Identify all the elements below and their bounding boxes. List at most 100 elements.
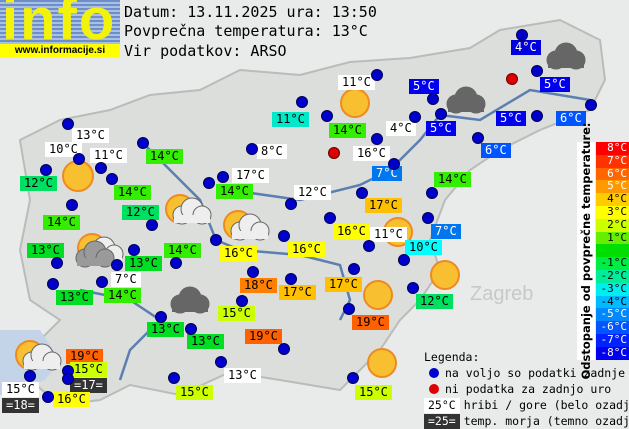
station-dot[interactable] [324,212,336,224]
station-temperature: 14°C [104,288,141,303]
scale-step: 8°C [596,141,629,155]
station-dot-missing[interactable] [328,147,340,159]
scale-step: -6°C [596,320,629,334]
station-dot[interactable] [388,158,400,170]
station-dot[interactable] [96,276,108,288]
station-dot[interactable] [62,118,74,130]
station-dot[interactable] [356,187,368,199]
dark-cloud-icon [446,86,486,114]
station-dot[interactable] [371,133,383,145]
station-temperature: 11°C [370,227,407,242]
station-dot-missing[interactable] [506,73,518,85]
sun-icon [62,160,94,192]
station-temperature: 16°C [288,242,325,257]
cloud-icon [230,213,270,241]
logo-word: info [2,0,117,52]
scale-step: -1°C [596,256,629,270]
station-temperature: 13°C [27,243,64,258]
scale-step: -3°C [596,282,629,296]
station-dot[interactable] [278,230,290,242]
station-dot[interactable] [422,212,434,224]
site-logo[interactable]: info www.informacije.si [0,0,120,58]
scale-step: 1°C [596,231,629,245]
station-dot[interactable] [435,108,447,120]
station-dot[interactable] [128,244,140,256]
station-temperature: 13°C [72,128,109,143]
station-dot[interactable] [343,303,355,315]
dark-cloud-icon [170,286,210,314]
station-dot[interactable] [137,137,149,149]
station-dot[interactable] [51,257,63,269]
cloud-icon [75,240,115,268]
station-dot[interactable] [347,372,359,384]
logo-url[interactable]: www.informacije.si [0,44,120,58]
station-temperature: 5°C [426,121,456,136]
station-dot[interactable] [111,259,123,271]
station-temperature: 13°C [187,334,224,349]
station-temperature: 15°C [355,385,392,400]
station-dot[interactable] [285,273,297,285]
station-temperature: 10°C [45,142,82,157]
station-temperature: 5°C [540,77,570,92]
station-temperature: 14°C [114,185,151,200]
station-dot[interactable] [168,372,180,384]
station-dot[interactable] [62,373,74,385]
scale-step: -8°C [596,346,629,360]
station-dot[interactable] [426,187,438,199]
station-dot[interactable] [24,370,36,382]
station-dot[interactable] [409,111,421,123]
station-dot[interactable] [95,162,107,174]
station-dot[interactable] [296,96,308,108]
station-dot[interactable] [398,254,410,266]
station-dot[interactable] [42,391,54,403]
station-dot[interactable] [210,234,222,246]
station-dot[interactable] [247,266,259,278]
station-temperature: 12°C [20,176,57,191]
station-temperature: 17°C [279,285,316,300]
station-dot[interactable] [203,177,215,189]
scale-step: -4°C [596,295,629,309]
station-dot[interactable] [516,29,528,41]
station-temperature: 12°C [122,205,159,220]
station-dot[interactable] [371,69,383,81]
station-temperature: 4°C [386,121,416,136]
station-temperature: 14°C [164,243,201,258]
station-temperature: =18= [2,398,39,413]
sun-icon [430,260,460,290]
station-dot[interactable] [155,311,167,323]
station-dot[interactable] [427,93,439,105]
station-temperature: 11°C [272,112,309,127]
station-temperature: 12°C [416,294,453,309]
station-temperature: 19°C [352,315,389,330]
blue-dot-icon [429,368,439,378]
station-dot[interactable] [236,295,248,307]
station-dot[interactable] [285,198,297,210]
sun-icon [367,348,397,378]
station-dot[interactable] [278,343,290,355]
station-dot[interactable] [348,263,360,275]
station-dot[interactable] [217,171,229,183]
station-dot[interactable] [531,65,543,77]
station-dot[interactable] [106,173,118,185]
station-dot[interactable] [185,323,197,335]
station-dot[interactable] [531,110,543,122]
station-dot[interactable] [170,257,182,269]
station-temperature: 4°C [511,40,541,55]
station-temperature: 6°C [481,143,511,158]
station-dot[interactable] [472,132,484,144]
station-dot[interactable] [40,164,52,176]
station-dot[interactable] [47,278,59,290]
station-dot[interactable] [73,153,85,165]
station-dot[interactable] [66,199,78,211]
station-dot[interactable] [215,356,227,368]
station-dot[interactable] [246,143,258,155]
station-dot[interactable] [363,240,375,252]
station-dot[interactable] [146,219,158,231]
station-dot[interactable] [407,282,419,294]
cloud-icon [172,197,212,225]
station-dot[interactable] [585,99,597,111]
station-dot[interactable] [321,110,333,122]
station-temperature: 14°C [329,123,366,138]
station-temperature: 14°C [43,215,80,230]
station-temperature: 6°C [556,111,586,126]
